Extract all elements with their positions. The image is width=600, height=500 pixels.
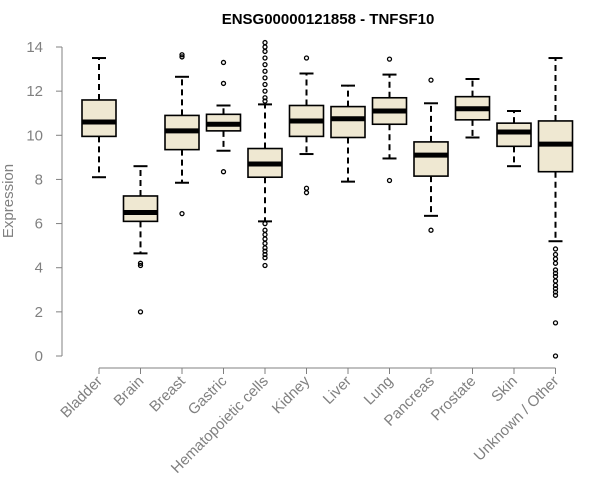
box-lung — [371, 56, 408, 184]
outlier-point — [552, 292, 559, 298]
y-tick-label: 2 — [35, 304, 43, 321]
y-axis: 0 2 4 6 8 10 12 14 — [26, 39, 63, 365]
outlier-point — [262, 236, 268, 242]
outlier-point — [386, 56, 393, 62]
outlier-point — [262, 98, 268, 104]
outlier-point — [303, 185, 310, 191]
outlier-point — [552, 256, 559, 262]
boxes-group — [81, 39, 574, 359]
outlier-point — [262, 81, 268, 88]
outlier-point — [137, 260, 144, 266]
outlier-point — [262, 95, 268, 101]
outlier-point — [262, 48, 268, 55]
outlier-point — [552, 270, 559, 276]
outlier-point — [220, 59, 227, 66]
outlier-point — [428, 227, 434, 233]
box-bladder — [81, 57, 117, 179]
outlier-point — [262, 62, 268, 68]
box-hematopoietic-cells — [247, 39, 283, 269]
outlier-point — [552, 267, 559, 273]
outlier-point — [262, 227, 268, 233]
x-tick-label: Bladder — [57, 373, 106, 422]
x-tick-label: Lung — [361, 373, 397, 409]
outlier-point — [220, 169, 227, 175]
x-tick-label: Kidney — [269, 372, 314, 417]
outlier-point — [179, 210, 185, 217]
outlier-point — [262, 248, 268, 254]
x-tick-label: Prostate — [428, 373, 480, 425]
y-tick-label: 10 — [26, 127, 43, 144]
outlier-point — [179, 52, 185, 58]
box-iqr — [122, 195, 159, 223]
box-prostate — [454, 78, 491, 139]
y-tick-label: 4 — [35, 260, 43, 277]
outlier-point — [552, 289, 559, 295]
outlier-point — [552, 273, 559, 280]
y-tick-label: 8 — [35, 171, 43, 188]
y-tick-label: 14 — [26, 39, 43, 56]
x-tick-label: Skin — [488, 373, 521, 406]
x-tick-label: Breast — [146, 372, 189, 415]
outlier-point — [179, 54, 185, 60]
chart-title: ENSG00000121858 - TNFSF10 — [222, 11, 435, 28]
outlier-point — [137, 309, 144, 315]
box-skin — [496, 110, 532, 168]
outlier-point — [552, 320, 559, 326]
outlier-point — [262, 55, 268, 61]
outlier-point — [262, 88, 268, 94]
box-breast — [164, 52, 200, 217]
box-iqr — [330, 105, 366, 139]
outlier-point — [262, 255, 268, 261]
outlier-point — [552, 251, 559, 258]
box-unknown-other — [537, 57, 574, 359]
outlier-point — [137, 262, 144, 269]
outlier-point — [262, 240, 268, 247]
outlier-point — [552, 286, 559, 292]
x-tick-label: Liver — [320, 373, 355, 408]
outlier-point — [552, 353, 559, 359]
box-kidney — [288, 55, 325, 196]
outlier-point — [262, 220, 268, 227]
y-axis-label: Expression — [0, 164, 17, 238]
y-tick-label: 0 — [35, 348, 43, 365]
outlier-point — [428, 77, 434, 83]
box-iqr — [413, 141, 449, 177]
box-liver — [330, 84, 366, 183]
outlier-point — [552, 260, 559, 266]
y-tick-label: 6 — [35, 216, 43, 233]
outlier-point — [262, 231, 268, 238]
outlier-point — [262, 262, 268, 269]
outlier-point — [262, 75, 268, 81]
outlier-point — [262, 245, 268, 251]
box-iqr — [81, 99, 117, 138]
box-gastric — [205, 59, 242, 175]
y-tick-label: 12 — [26, 83, 43, 100]
outlier-point — [262, 44, 268, 50]
outlier-point — [262, 68, 268, 74]
outlier-point — [552, 278, 559, 284]
outlier-point — [386, 177, 393, 184]
outlier-point — [552, 282, 559, 289]
outlier-point — [303, 190, 310, 196]
box-brain — [122, 165, 159, 315]
x-tick-label: Brain — [111, 373, 148, 410]
outlier-point — [262, 39, 268, 46]
outlier-point — [303, 55, 310, 61]
box-pancreas — [413, 77, 449, 233]
box-iqr — [496, 122, 532, 148]
outlier-point — [220, 80, 227, 87]
outlier-point — [262, 251, 268, 258]
outlier-point — [552, 246, 559, 252]
